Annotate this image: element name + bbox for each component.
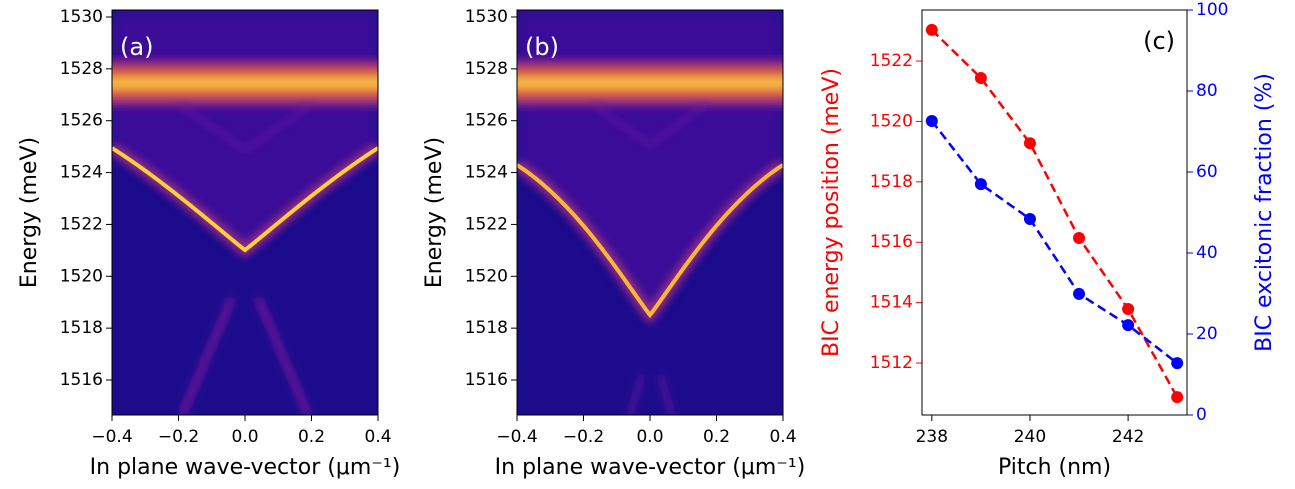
data-point (974, 71, 987, 84)
y2-axis-label: BIC excitonic fraction (%) (1252, 73, 1277, 352)
panel-label: (a) (120, 33, 153, 61)
heatmap-image (112, 10, 378, 415)
data-point (925, 23, 938, 36)
y-axis-label: BIC energy position (meV) (819, 68, 844, 357)
y-tick-label: 1518 (870, 172, 913, 192)
series-line (930, 120, 1178, 365)
x-axis-label: In plane wave-vector (μm⁻¹) (495, 455, 806, 480)
y-tick-label: 1522 (870, 51, 913, 71)
data-point (1171, 391, 1184, 404)
x-tick-label: 242 (1112, 427, 1144, 447)
y-tick-label: 1518 (465, 318, 508, 338)
y-tick-label: 1518 (60, 318, 103, 338)
y-tick-label: 1516 (465, 370, 508, 390)
plot-frame (111, 9, 379, 416)
y-axis-label: Energy (meV) (422, 137, 447, 288)
y-tick-label: 1524 (60, 163, 103, 183)
data-point (1073, 232, 1086, 245)
y-tick-label: 1530 (60, 7, 103, 27)
x-tick-label: 0.0 (636, 427, 663, 447)
x-tick-label: 240 (1014, 427, 1046, 447)
y-tick-label: 1522 (465, 214, 508, 234)
plot-frame (921, 9, 1188, 416)
panel-label: (b) (525, 33, 559, 61)
y-tick-label: 1514 (870, 293, 913, 313)
y-tick-label: 1516 (870, 232, 913, 252)
plot-frame (516, 9, 784, 416)
y-tick-label: 1520 (465, 266, 508, 286)
y2-tick-label: 80 (1196, 81, 1218, 101)
panel-label: (c) (1143, 27, 1175, 55)
data-point (1171, 357, 1184, 370)
y-tick-label: 1530 (465, 7, 508, 27)
y2-tick-label: 100 (1196, 0, 1228, 20)
y-tick-label: 1528 (60, 59, 103, 79)
y-tick-label: 1520 (60, 266, 103, 286)
x-tick-label: 0.0 (231, 427, 258, 447)
data-point (1023, 137, 1036, 150)
data-point (925, 114, 938, 127)
x-tick-label: 0.4 (364, 427, 391, 447)
y-axis-label: Energy (meV) (17, 137, 42, 288)
y2-tick-label: 0 (1196, 405, 1207, 425)
data-point (1073, 287, 1086, 300)
x-tick-label: 0.2 (298, 427, 325, 447)
data-point (1122, 302, 1135, 315)
x-axis-label: In plane wave-vector (μm⁻¹) (90, 455, 401, 480)
data-point (1023, 212, 1036, 225)
x-tick-label: 0.4 (769, 427, 796, 447)
x-tick-label: −0.2 (158, 427, 199, 447)
x-tick-label: −0.4 (496, 427, 537, 447)
x-tick-label: 0.2 (703, 427, 730, 447)
series-line (930, 29, 1179, 398)
y-tick-label: 1526 (465, 111, 508, 131)
data-point (974, 178, 987, 191)
x-tick-label: −0.2 (563, 427, 604, 447)
x-tick-label: −0.4 (91, 427, 132, 447)
heatmap-image (517, 10, 783, 415)
data-point (1122, 319, 1135, 332)
y-tick-label: 1524 (465, 163, 508, 183)
y-tick-label: 1512 (870, 353, 913, 373)
y-tick-label: 1526 (60, 111, 103, 131)
x-tick-label: 238 (916, 427, 948, 447)
y-tick-label: 1522 (60, 214, 103, 234)
x-axis-label: Pitch (nm) (998, 455, 1111, 480)
y-tick-label: 1516 (60, 370, 103, 390)
y2-tick-label: 60 (1196, 162, 1218, 182)
y2-tick-label: 40 (1196, 243, 1218, 263)
y-tick-label: 1528 (465, 59, 508, 79)
y-tick-label: 1520 (870, 111, 913, 131)
y2-tick-label: 20 (1196, 324, 1218, 344)
